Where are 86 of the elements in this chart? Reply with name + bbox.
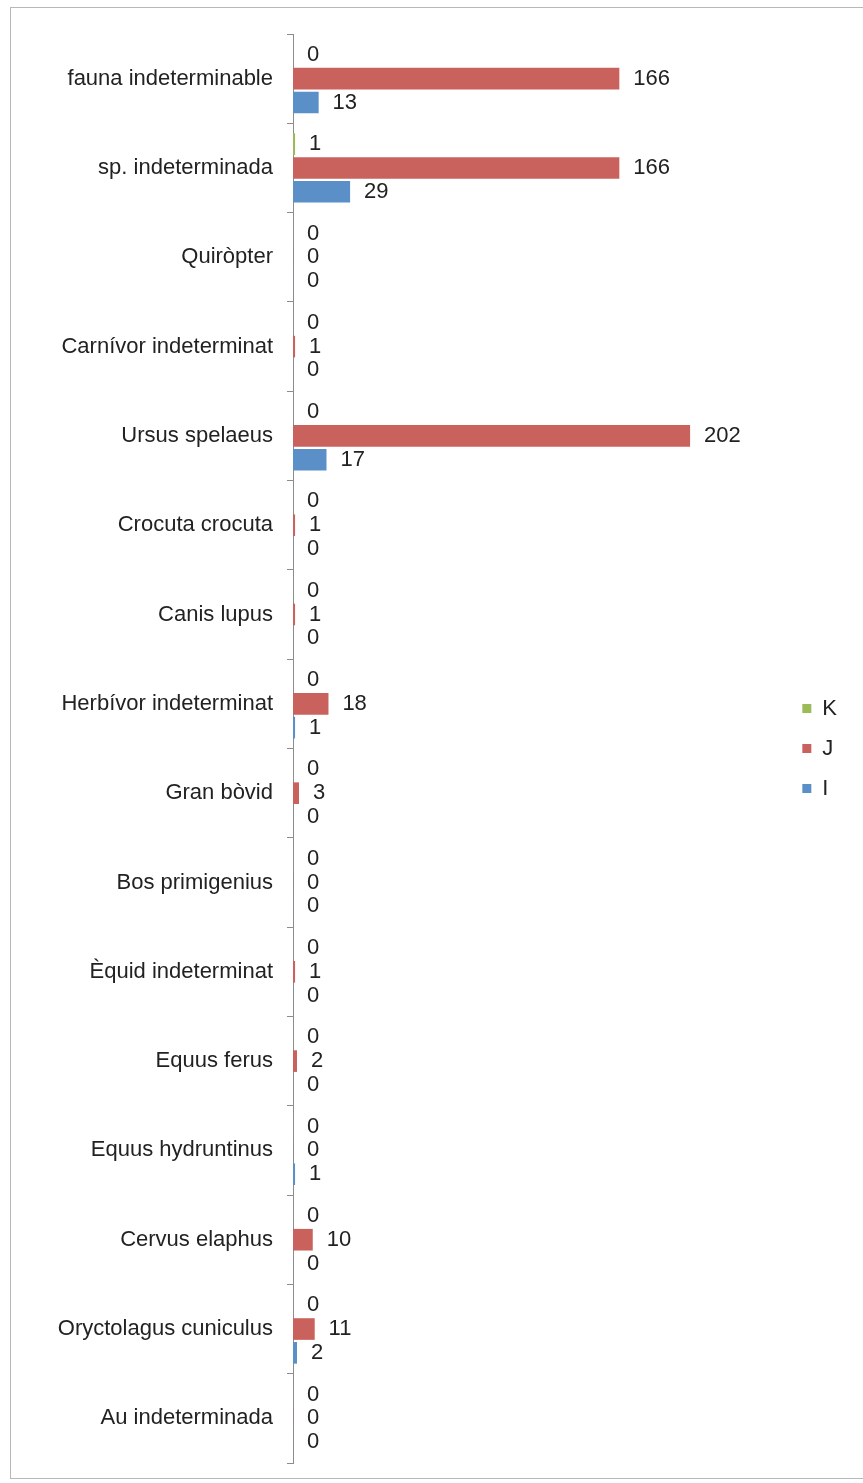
data-label: 0 <box>307 535 320 561</box>
data-label: 17 <box>340 445 365 471</box>
legend-label: I <box>822 774 829 800</box>
bar <box>293 335 296 358</box>
y-tick-label: Quiròpter <box>181 243 273 269</box>
data-label: 0 <box>307 1070 320 1096</box>
data-label: 0 <box>307 892 320 918</box>
y-tick-label: Èquid indeterminat <box>89 957 273 983</box>
data-label: 0 <box>307 1428 320 1454</box>
y-tick-label: sp. indeterminada <box>98 154 274 180</box>
data-label: 0 <box>307 1380 320 1406</box>
y-tick-label: Crocuta crocuta <box>117 511 274 537</box>
y-tick-label: Herbívor indeterminat <box>61 689 273 715</box>
y-tick-label: Oryctolagus cuniculus <box>57 1315 273 1341</box>
data-label: 0 <box>307 1249 320 1275</box>
bar <box>293 716 296 739</box>
bar <box>293 1342 298 1364</box>
data-label: 0 <box>307 803 320 829</box>
data-label: 1 <box>308 1160 322 1186</box>
bar <box>293 514 296 537</box>
bar <box>293 157 620 179</box>
data-label: 29 <box>363 177 389 203</box>
data-label: 1 <box>308 713 322 739</box>
legend-label: K <box>822 694 838 720</box>
bar <box>293 1228 313 1251</box>
data-label: 0 <box>307 934 320 960</box>
data-label: 0 <box>307 308 320 334</box>
data-label: 0 <box>307 267 320 293</box>
data-label: 3 <box>312 779 326 805</box>
y-tick-label: Ursus spelaeus <box>121 421 273 447</box>
data-label: 0 <box>307 755 320 781</box>
data-label: 1 <box>308 600 322 626</box>
y-tick-label: fauna indeterminable <box>67 64 273 90</box>
data-label: 0 <box>307 981 320 1007</box>
data-label: 1 <box>308 957 322 983</box>
y-tick-label: Equus hydruntinus <box>90 1136 273 1162</box>
data-label: 0 <box>307 1404 320 1430</box>
bar <box>293 425 691 447</box>
bar <box>293 693 329 715</box>
data-label: 2 <box>310 1338 324 1364</box>
bar <box>293 91 319 114</box>
data-label: 0 <box>307 40 320 66</box>
bar <box>293 448 327 471</box>
bar <box>293 603 296 626</box>
data-label: 0 <box>307 1291 320 1317</box>
data-label: 18 <box>342 689 367 715</box>
data-label: 0 <box>307 844 320 870</box>
y-tick-label: Canis lupus <box>158 600 273 626</box>
bar <box>293 960 296 983</box>
y-tick-label: Gran bòvid <box>165 779 273 805</box>
data-label: 0 <box>307 219 320 245</box>
data-label: 0 <box>307 1112 320 1138</box>
bar <box>293 1163 296 1186</box>
legend-label: J <box>822 734 834 760</box>
bar <box>293 67 620 90</box>
data-label: 202 <box>703 421 741 447</box>
data-label: 0 <box>307 398 320 424</box>
bar <box>293 133 296 155</box>
data-label: 0 <box>307 356 320 382</box>
data-label: 0 <box>307 624 320 650</box>
data-label: 2 <box>310 1047 324 1073</box>
data-label: 0 <box>307 487 320 513</box>
data-label: 0 <box>307 1023 320 1049</box>
data-label: 0 <box>307 243 320 269</box>
y-tick-label: Bos primigenius <box>116 868 273 894</box>
data-label: 0 <box>307 1136 320 1162</box>
data-label: 0 <box>307 1201 320 1227</box>
data-label: 0 <box>307 576 320 602</box>
data-label: 1 <box>308 511 322 537</box>
data-label: 1 <box>308 332 322 358</box>
data-label: 1 <box>308 130 322 156</box>
y-tick-label: Carnívor indeterminat <box>61 332 273 358</box>
bar <box>293 782 299 804</box>
data-label: 166 <box>633 154 670 180</box>
data-label: 13 <box>332 88 358 114</box>
bar <box>293 180 351 203</box>
bar <box>293 1318 315 1340</box>
bar <box>293 1050 298 1072</box>
y-tick-label: Cervus elaphus <box>120 1225 273 1251</box>
data-label: 0 <box>307 666 320 692</box>
y-tick-label: Equus ferus <box>155 1047 273 1073</box>
data-label: 11 <box>328 1315 352 1341</box>
data-label: 0 <box>307 868 320 894</box>
data-label: 166 <box>633 64 670 90</box>
data-label: 10 <box>326 1225 352 1251</box>
y-tick-label: Au indeterminada <box>100 1404 274 1430</box>
